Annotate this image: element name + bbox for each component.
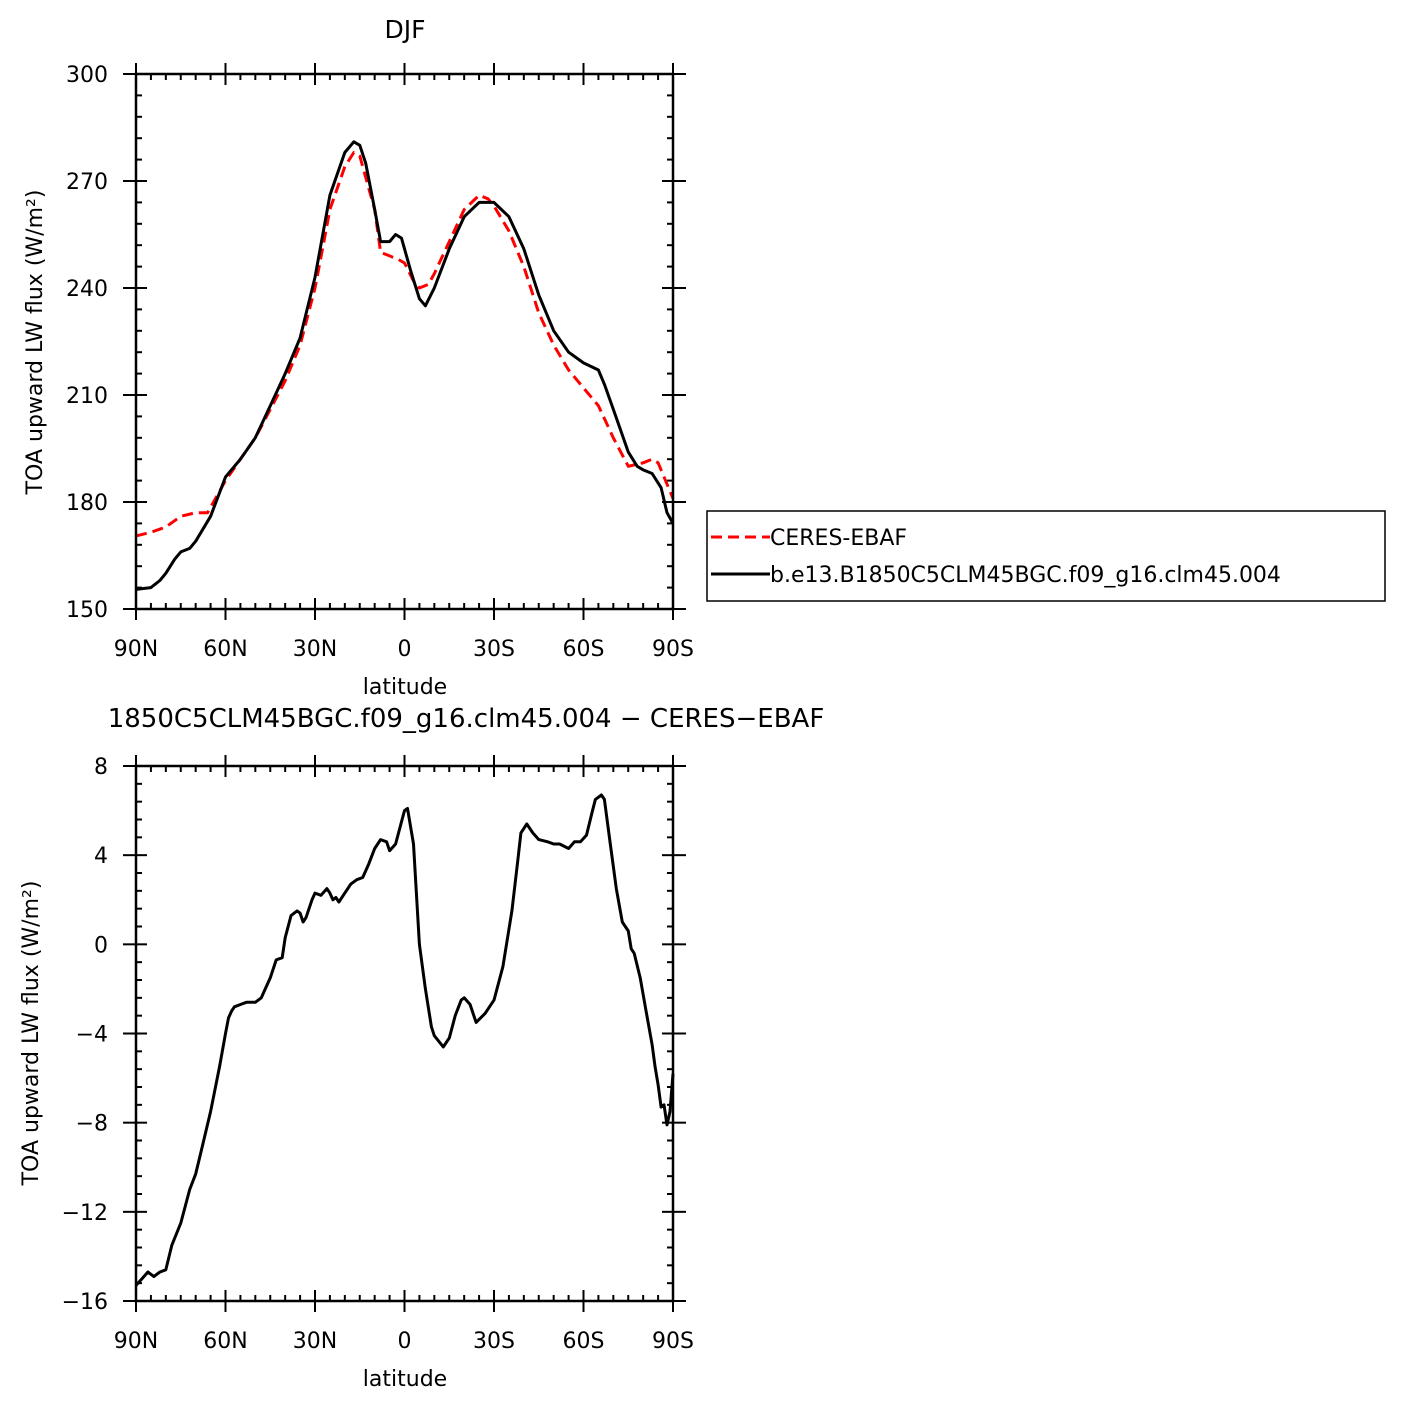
y-tick-label: 4 bbox=[94, 844, 108, 869]
x-axis-label: latitude bbox=[363, 675, 447, 700]
y-tick-label: −8 bbox=[76, 1112, 108, 1137]
x-tick-label: 90N bbox=[114, 1329, 158, 1354]
y-tick-label: −4 bbox=[76, 1023, 108, 1048]
y-tick-label: 270 bbox=[66, 170, 108, 195]
series-line-1 bbox=[134, 793, 675, 1287]
x-tick-label: 0 bbox=[398, 637, 412, 662]
bottom-panel: 1850C5CLM45BGC.f09_g16.clm45.004 − CERES… bbox=[19, 704, 824, 1392]
y-axis-label: TOA upward LW flux (W/m²) bbox=[19, 881, 44, 1187]
y-tick-label: 8 bbox=[94, 755, 108, 780]
x-tick-label: 30N bbox=[293, 1329, 337, 1354]
plot-frame bbox=[134, 764, 675, 1303]
top-panel: DJF 90N 60N 30N 0 30S 60S 90S 150 180 210 240 270 30… bbox=[23, 15, 694, 700]
y-tick-label: −16 bbox=[62, 1290, 108, 1315]
x-tick-label: 60S bbox=[563, 1329, 605, 1354]
legend-label-ceres-ebaf: CERES-EBAF bbox=[770, 526, 907, 551]
series-line-1 bbox=[135, 151, 675, 538]
x-tick-label: 30N bbox=[293, 637, 337, 662]
chart-title: DJF bbox=[384, 15, 425, 44]
x-axis-label: latitude bbox=[363, 1367, 447, 1392]
y-axis-label: TOA upward LW flux (W/m²) bbox=[23, 190, 48, 496]
x-tick-label: 60S bbox=[563, 637, 605, 662]
plot-area: 90N 60N 30N 0 30S 60S 90S 150 180 210 240 270 300 bbox=[66, 63, 694, 662]
series-line-2 bbox=[135, 140, 675, 591]
x-tick-label: 90S bbox=[652, 1329, 694, 1354]
x-tick-label: 60N bbox=[203, 1329, 247, 1354]
y-tick-label: 210 bbox=[66, 384, 108, 409]
y-tick-label: 240 bbox=[66, 277, 108, 302]
x-tick-label: 0 bbox=[398, 1329, 412, 1354]
y-tick-label: −12 bbox=[62, 1201, 108, 1226]
legend-box bbox=[706, 510, 1386, 602]
x-tick-label: 60N bbox=[203, 637, 247, 662]
y-tick-label: 0 bbox=[94, 933, 108, 958]
x-tick-label: 90S bbox=[652, 637, 694, 662]
chart-title: 1850C5CLM45BGC.f09_g16.clm45.004 − CERES… bbox=[108, 704, 825, 734]
x-tick-label: 30S bbox=[473, 1329, 515, 1354]
x-tick-label: 90N bbox=[114, 637, 158, 662]
x-tick-label: 30S bbox=[473, 637, 515, 662]
y-tick-label: 150 bbox=[66, 598, 108, 623]
legend: CERES-EBAF b.e13.B1850C5CLM45BGC.f09_g16… bbox=[706, 510, 1386, 602]
y-tick-label: 180 bbox=[66, 491, 108, 516]
plot-frame bbox=[134, 72, 675, 611]
legend-label-model: b.e13.B1850C5CLM45BGC.f09_g16.clm45.004 bbox=[770, 563, 1281, 588]
plot-area: 90N 60N 30N 0 30S 60S 90S −16 −12 −8 −4 0 4 8 bbox=[62, 755, 694, 1354]
y-tick-label: 300 bbox=[66, 63, 108, 88]
